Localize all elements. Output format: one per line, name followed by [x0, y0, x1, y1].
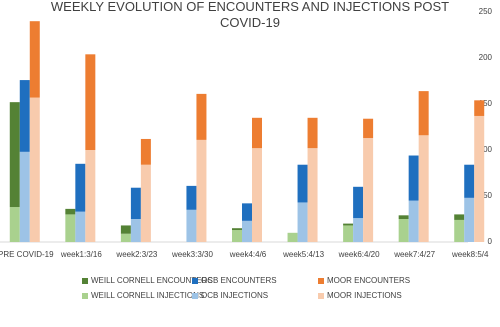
legend-swatch: [82, 293, 88, 299]
bar: [398, 215, 409, 219]
bar: [140, 138, 151, 165]
y-tick-label: 250: [479, 7, 493, 16]
x-tick-label: week8:5/4: [451, 250, 489, 259]
legend-label: OCB ENCOUNTERS: [201, 276, 277, 285]
bar: [85, 54, 96, 150]
x-tick-label: PRE COVID-19: [0, 250, 54, 259]
x-tick-label: week6:4/20: [338, 250, 380, 259]
legend-swatch: [192, 293, 198, 299]
bar: [343, 223, 354, 226]
x-tick-label: week7:4/27: [393, 250, 435, 259]
legend-label: OCB INJECTIONS: [201, 291, 268, 300]
x-tick-label: week3:3/30: [171, 250, 213, 259]
x-tick-label: week5:4/13: [282, 250, 324, 259]
y-tick-label: 200: [479, 53, 493, 62]
bar: [398, 219, 409, 242]
bar: [252, 117, 262, 149]
bar: [75, 163, 86, 212]
bar: [408, 200, 419, 242]
x-tick-label: week2:3/23: [115, 250, 157, 259]
bar: [464, 197, 475, 242]
bar: [297, 202, 308, 242]
bar: [19, 80, 30, 152]
x-tick-label: week1:3/16: [60, 250, 102, 259]
bar: [9, 207, 20, 242]
bar: [287, 232, 298, 242]
bar: [75, 211, 86, 242]
bar: [186, 209, 197, 242]
bar: [19, 151, 30, 242]
bar: [196, 139, 207, 242]
bar: [120, 225, 131, 234]
bar: [130, 219, 141, 242]
bar: [353, 186, 364, 219]
legend-label: WEILL CORNELL ENCOUNTERS: [91, 276, 213, 285]
bar: [232, 230, 242, 242]
bar: [353, 218, 364, 242]
legend-swatch: [318, 293, 324, 299]
bar: [343, 225, 354, 242]
bar: [186, 185, 197, 210]
bar: [363, 118, 374, 139]
legend-swatch: [82, 278, 88, 284]
bar: [196, 93, 207, 140]
legend-swatch: [192, 278, 198, 284]
bar: [130, 187, 141, 219]
bar: [454, 214, 465, 220]
y-tick-label: 100: [479, 145, 493, 154]
bar: [307, 148, 318, 242]
bar: [418, 91, 429, 136]
bar: [232, 228, 242, 231]
bar: [474, 100, 485, 116]
y-tick-label: 0: [488, 237, 493, 246]
x-tick-label: week4:4/6: [229, 250, 267, 259]
y-tick-label: 50: [483, 191, 492, 200]
bar: [242, 220, 252, 242]
bar: [363, 138, 374, 242]
bar: [29, 97, 40, 242]
bar: [29, 21, 40, 98]
bar: [464, 164, 475, 198]
legend-label: WEILL CORNELL INJECTIONS: [91, 291, 204, 300]
bar: [9, 102, 20, 208]
chart-title: WEEKLY EVOLUTION OF ENCOUNTERS AND INJEC…: [51, 0, 449, 30]
y-tick-label: 150: [479, 99, 493, 108]
bar: [65, 214, 76, 242]
bar: [85, 150, 96, 242]
bar: [120, 233, 131, 242]
bar: [474, 115, 485, 242]
bar: [454, 219, 465, 242]
bar: [242, 203, 252, 221]
legend-swatch: [318, 278, 324, 284]
bar: [297, 164, 308, 203]
bar: [252, 148, 262, 242]
bar: [408, 155, 419, 201]
legend-label: MOOR ENCOUNTERS: [327, 276, 410, 285]
bar: [418, 135, 429, 242]
bar: [307, 117, 318, 149]
legend-label: MOOR INJECTIONS: [327, 291, 402, 300]
bar: [65, 208, 76, 215]
bar: [140, 164, 151, 242]
